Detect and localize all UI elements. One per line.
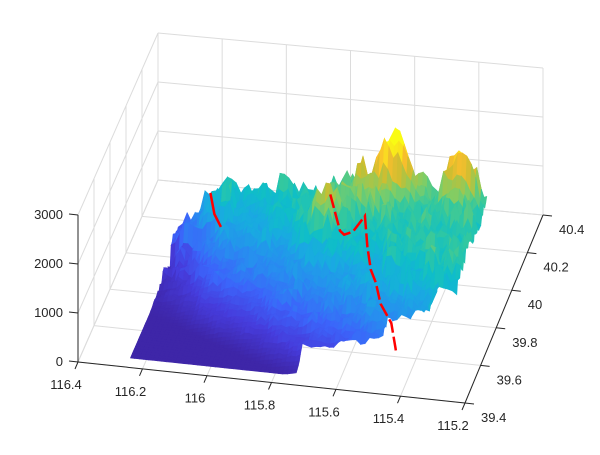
x-tick (140, 369, 143, 376)
surface-patch (452, 279, 457, 295)
x-tick-label: 115.6 (308, 404, 340, 419)
x-tick (269, 383, 272, 390)
x-tick (462, 403, 465, 410)
x-tick (398, 396, 401, 403)
x-tick-label: 115.2 (437, 418, 469, 433)
z-tick (69, 361, 78, 362)
z-tick-label: 1000 (34, 305, 63, 320)
x-tick (75, 362, 78, 369)
z-tick (69, 214, 78, 215)
gridline (78, 33, 158, 215)
y-tick (527, 253, 536, 254)
x-tick-label: 116.2 (115, 384, 147, 399)
x-tick-label: 115.8 (244, 398, 276, 413)
y-tick-label: 40.4 (559, 222, 584, 237)
y-tick-label: 40 (528, 297, 542, 312)
z-tick-label: 3000 (34, 207, 63, 222)
y-tick-label: 39.8 (512, 335, 537, 350)
y-tick (481, 365, 490, 366)
x-tick-label: 116.4 (50, 377, 82, 392)
z-tick (69, 312, 78, 313)
y-tick (512, 290, 521, 291)
z-tick-label: 0 (56, 354, 63, 369)
x-tick (333, 389, 336, 396)
z-tick-label: 2000 (34, 256, 63, 271)
surface-patch (292, 369, 297, 373)
y-tick (465, 403, 474, 404)
y-tick-label: 39.6 (497, 372, 522, 387)
y-tick (543, 215, 552, 216)
y-tick-label: 39.4 (481, 410, 506, 425)
x-tick-label: 115.4 (373, 411, 405, 426)
gridline (78, 131, 158, 313)
y-tick (496, 328, 505, 329)
terrain-surface (130, 128, 486, 374)
x-tick (204, 376, 207, 383)
gridline (78, 82, 158, 264)
y-tick-label: 40.2 (543, 260, 568, 275)
z-tick (69, 263, 78, 264)
surface-patch (294, 361, 300, 366)
x-tick-label: 116 (185, 391, 206, 406)
